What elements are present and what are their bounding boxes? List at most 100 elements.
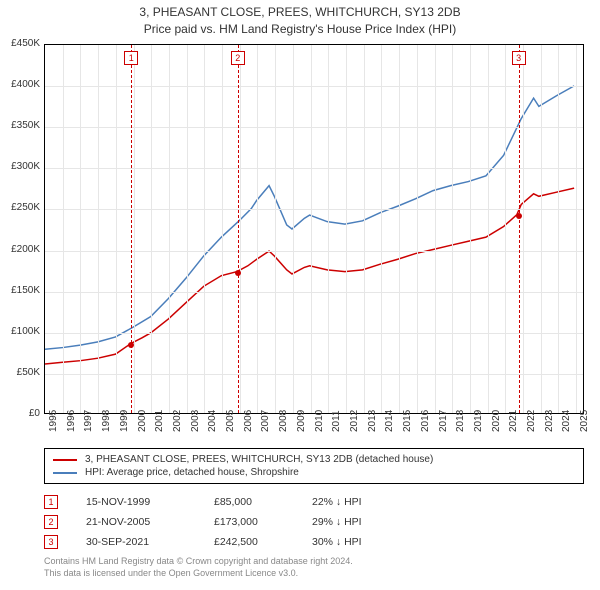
legend-box: 3, PHEASANT CLOSE, PREES, WHITCHURCH, SY… [44, 448, 584, 484]
gridline-v [328, 45, 329, 413]
marker-table-row: 1 15-NOV-1999 £85,000 22% ↓ HPI [44, 492, 402, 512]
ytick-label: £400K [0, 79, 40, 90]
marker-table-date: 21-NOV-2005 [86, 516, 186, 528]
xtick-label: 2012 [349, 410, 360, 432]
gridline-v [452, 45, 453, 413]
series-svg [45, 45, 583, 413]
marker-table-price: £85,000 [214, 496, 284, 508]
ytick-label: £450K [0, 38, 40, 49]
ytick-label: £0 [0, 408, 40, 419]
xtick-label: 1996 [66, 410, 77, 432]
gridline-h [45, 168, 583, 169]
gridline-v [169, 45, 170, 413]
marker-table-id: 2 [44, 515, 58, 529]
gridline-v [116, 45, 117, 413]
xtick-label: 1999 [119, 410, 130, 432]
marker-table-date: 15-NOV-1999 [86, 496, 186, 508]
gridline-h [45, 333, 583, 334]
legend-label-property: 3, PHEASANT CLOSE, PREES, WHITCHURCH, SY… [85, 454, 433, 465]
xtick-label: 2023 [544, 410, 555, 432]
ytick-label: £350K [0, 120, 40, 131]
gridline-v [80, 45, 81, 413]
marker-box-2: 2 [231, 51, 245, 65]
marker-dashline [519, 45, 520, 413]
marker-table-row: 330-SEP-2021£242,50030% ↓ HPI [44, 532, 402, 552]
gridline-v [435, 45, 436, 413]
ytick-label: £300K [0, 161, 40, 172]
gridline-v [364, 45, 365, 413]
legend-swatch-property [53, 459, 77, 461]
title-line-2: Price paid vs. HM Land Registry's House … [0, 21, 600, 38]
xtick-label: 2014 [384, 410, 395, 432]
xtick-label: 2003 [190, 410, 201, 432]
xtick-label: 2006 [243, 410, 254, 432]
title-line-1: 3, PHEASANT CLOSE, PREES, WHITCHURCH, SY… [0, 4, 600, 21]
xtick-label: 2015 [402, 410, 413, 432]
legend-row-property: 3, PHEASANT CLOSE, PREES, WHITCHURCH, SY… [53, 453, 575, 466]
legend-label-hpi: HPI: Average price, detached house, Shro… [85, 467, 299, 478]
xtick-label: 2021 [508, 410, 519, 432]
gridline-v [134, 45, 135, 413]
marker-table-id: 1 [44, 495, 58, 509]
gridline-v [399, 45, 400, 413]
marker-table: 1 15-NOV-1999 £85,000 22% ↓ HPI 2 21-NOV-2005… [44, 492, 402, 552]
xtick-label: 2008 [278, 410, 289, 432]
chart-plot-area: 123 [44, 44, 584, 414]
marker-table-delta: 22% ↓ HPI [312, 496, 402, 508]
gridline-v [576, 45, 577, 413]
title-block: 3, PHEASANT CLOSE, PREES, WHITCHURCH, SY… [0, 0, 600, 38]
gridline-h [45, 127, 583, 128]
gridline-v [381, 45, 382, 413]
xtick-label: 2013 [367, 410, 378, 432]
marker-table-delta: 29% ↓ HPI [312, 516, 402, 528]
xtick-label: 2005 [225, 410, 236, 432]
gridline-v [204, 45, 205, 413]
chart-container: 3, PHEASANT CLOSE, PREES, WHITCHURCH, SY… [0, 0, 600, 590]
marker-dashline [238, 45, 239, 413]
attribution-line-1: Contains HM Land Registry data © Crown c… [44, 556, 353, 568]
legend-row-hpi: HPI: Average price, detached house, Shro… [53, 466, 575, 479]
gridline-h [45, 292, 583, 293]
gridline-v [470, 45, 471, 413]
ytick-label: £150K [0, 285, 40, 296]
gridline-v [98, 45, 99, 413]
xtick-label: 1998 [101, 410, 112, 432]
attribution-block: Contains HM Land Registry data © Crown c… [44, 556, 353, 579]
marker-dot-2 [235, 270, 241, 276]
marker-table-delta: 30% ↓ HPI [312, 536, 402, 548]
xtick-label: 2018 [455, 410, 466, 432]
xtick-label: 2010 [314, 410, 325, 432]
gridline-v [346, 45, 347, 413]
gridline-v [240, 45, 241, 413]
xtick-label: 1997 [83, 410, 94, 432]
gridline-v [275, 45, 276, 413]
gridline-h [45, 209, 583, 210]
marker-table-price: £173,000 [214, 516, 284, 528]
marker-box-1: 1 [124, 51, 138, 65]
xtick-label: 2025 [579, 410, 590, 432]
gridline-v [505, 45, 506, 413]
gridline-v [151, 45, 152, 413]
xtick-label: 2000 [137, 410, 148, 432]
ytick-label: £50K [0, 367, 40, 378]
xtick-label: 2020 [491, 410, 502, 432]
marker-dashline [131, 45, 132, 413]
gridline-v [417, 45, 418, 413]
gridline-v [558, 45, 559, 413]
attribution-line-2: This data is licensed under the Open Gov… [44, 568, 353, 580]
gridline-v [293, 45, 294, 413]
xtick-label: 1995 [48, 410, 59, 432]
xtick-label: 2022 [526, 410, 537, 432]
xtick-label: 2001 [154, 410, 165, 432]
xtick-label: 2004 [207, 410, 218, 432]
xtick-label: 2007 [260, 410, 271, 432]
xtick-label: 2011 [331, 410, 342, 432]
xtick-label: 2002 [172, 410, 183, 432]
gridline-v [222, 45, 223, 413]
xtick-label: 2019 [473, 410, 484, 432]
gridline-v [523, 45, 524, 413]
marker-dot-1 [128, 342, 134, 348]
marker-table-date: 30-SEP-2021 [86, 536, 186, 548]
gridline-v [311, 45, 312, 413]
marker-table-row: 2 21-NOV-2005 £173,000 29% ↓ HPI [44, 512, 402, 532]
